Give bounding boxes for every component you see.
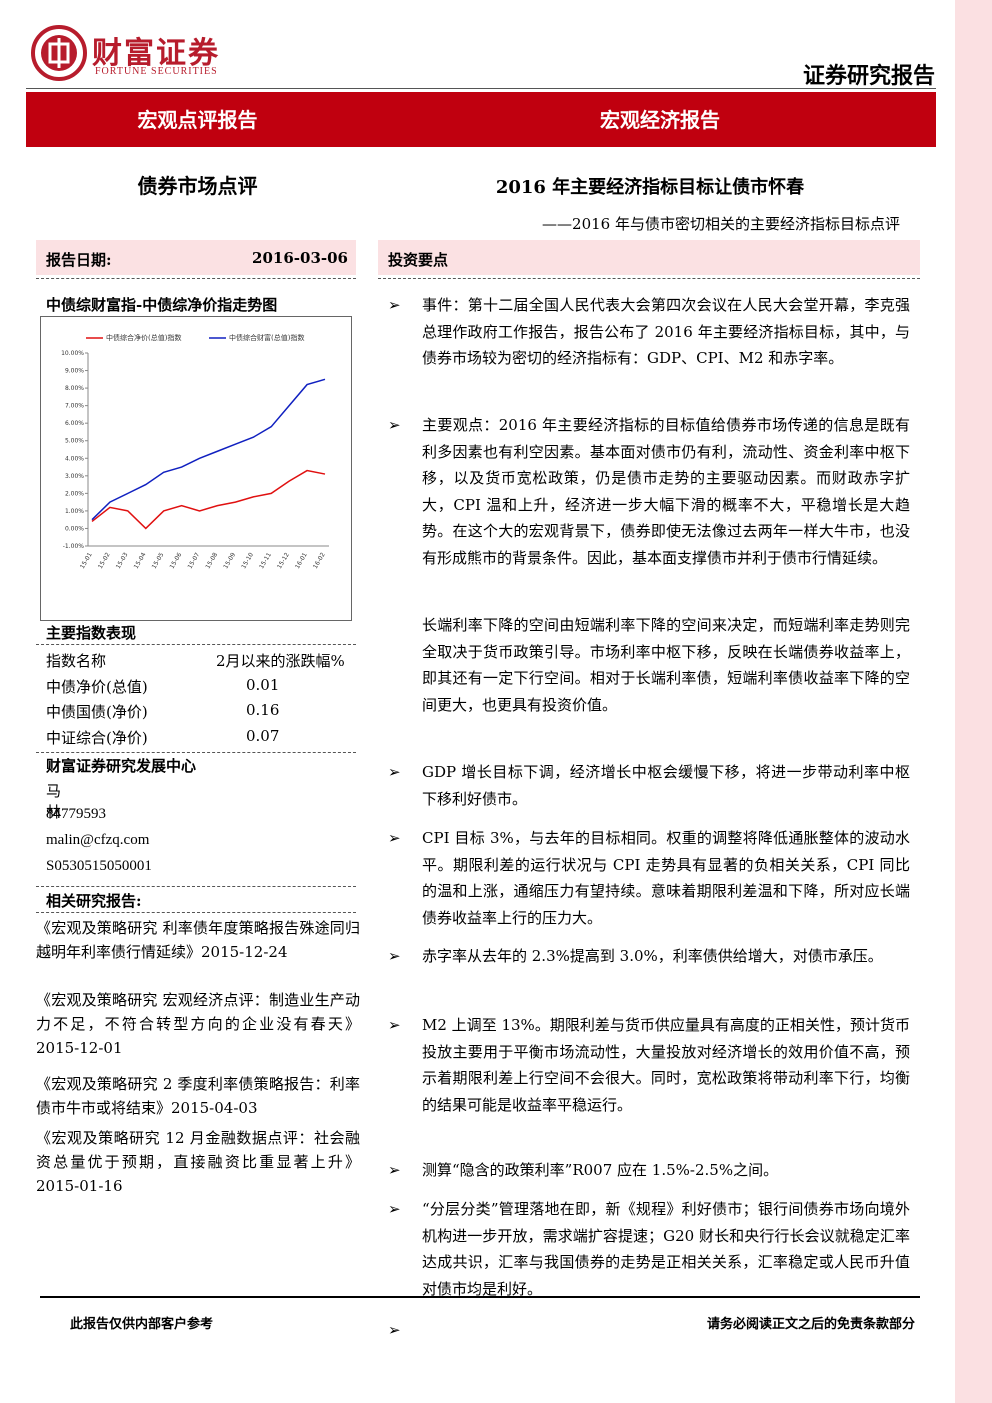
section-title: 主要指数表现 [46, 624, 137, 642]
series-line [91, 469, 326, 530]
divider [36, 278, 356, 279]
x-tick-label: 16-01 [294, 551, 309, 570]
y-tick-label: 7.00% [65, 403, 84, 410]
y-tick-label: 4.00% [65, 455, 84, 462]
team-line: malin@cfzq.com [46, 832, 150, 848]
logo [31, 25, 87, 81]
report-kind: 证券研究报告 [802, 63, 935, 89]
highlight-text: 主要观点：2016 年主要经济指标的目标值给债券市场传递的信息是既有利多因素也有… [422, 416, 910, 567]
x-tick-label: 16-02 [312, 551, 327, 570]
date-row [36, 240, 356, 275]
y-tick-label: -1.00% [63, 543, 85, 550]
team-line: 马林 [46, 784, 62, 821]
related-item: 《宏观及策略研究 宏观经济点评：制造业生产动力不足，不符合转型方向的企业没有春天… [36, 991, 360, 1057]
bullet: ➢ [388, 1016, 401, 1034]
table-cell: 中债净价(总值) [46, 677, 148, 696]
y-tick-label: 2.00% [65, 490, 84, 497]
footer-right: 请务必阅读正文之后的免责条款部分 [706, 1317, 915, 1332]
main-title: 2016 年主要经济指标目标让债市怀春 [495, 177, 805, 198]
x-tick-label: 15-05 [151, 551, 166, 570]
team-line: 84779593 [46, 806, 106, 822]
table-cell: 0.07 [246, 726, 280, 745]
table-cell: 0.16 [246, 701, 280, 719]
x-tick-label: 15-08 [204, 551, 219, 570]
left-title: 债券市场点评 [137, 174, 258, 198]
bullet: ➢ [388, 763, 401, 781]
table-cell: 中证综合(净价) [46, 728, 148, 747]
divider [36, 912, 356, 913]
banner-right: 宏观经济报告 [600, 108, 720, 132]
x-tick-label: 15-11 [258, 551, 273, 570]
x-tick-label: 15-07 [186, 551, 201, 570]
highlight-text: “分层分类”管理落地在即，新《规程》利好债市；银行间债券市场向境外机构进一步开放… [422, 1200, 910, 1298]
rule [26, 88, 936, 89]
highlight-text: 事件：第十二届全国人民代表大会第四次会议在人民大会堂开幕，李克强总理作政府工作报… [422, 296, 910, 367]
y-tick-label: 5.00% [65, 438, 84, 445]
table-cell: 指数名称 [46, 652, 107, 670]
y-tick-label: 9.00% [65, 368, 84, 375]
series-line [91, 378, 326, 521]
chart-title: 中债综财富指-中债综净价指走势图 [46, 296, 278, 314]
bullet: ➢ [388, 296, 401, 314]
x-tick-label: 15-01 [79, 551, 94, 570]
date-value: 2016-03-06 [252, 249, 348, 267]
legend-label: 中债综合财富(总值)指数 [229, 333, 304, 342]
highlights-title: 投资要点 [388, 251, 449, 269]
table-cell: 中债国债(净价) [46, 703, 148, 721]
table-cell: 0.01 [246, 675, 280, 694]
x-tick-label: 15-10 [240, 551, 255, 570]
y-tick-label: 8.00% [65, 385, 84, 392]
y-tick-label: 0.00% [65, 525, 84, 532]
legend-label: 中债综合净价(总值)指数 [106, 333, 181, 342]
subtitle: ——2016 年与债市密切相关的主要经济指标目标点评 [542, 215, 900, 233]
related-title: 相关研究报告: [46, 892, 142, 910]
highlights-head [378, 240, 920, 275]
bullet: ➢ [388, 1161, 401, 1179]
brand: 财富证券 [92, 36, 220, 71]
banner-left: 宏观点评报告 [137, 108, 258, 132]
divider [36, 886, 356, 887]
table-cell: 2月以来的涨跌幅% [216, 652, 345, 670]
highlight-text: M2 上调至 13%。期限利差与货币供应量具有高度的正相关性，预计货币投放主要用… [422, 1016, 910, 1114]
bullet: ➢ [388, 947, 401, 965]
related-item: 《宏观及策略研究 2 季度利率债策略报告：利率债市牛市或将结束》2015-04-… [36, 1075, 360, 1117]
x-tick-label: 15-12 [276, 551, 291, 570]
highlight-text: 长端利率下降的空间由短端利率下降的空间来决定，而短端利率走势则完全取决于货币政策… [422, 616, 910, 714]
highlight-text: 赤字率从去年的 2.3%提高到 3.0%，利率债供给增大，对债市承压。 [422, 947, 883, 965]
divider [378, 278, 920, 279]
bullet: ➢ [388, 1200, 401, 1218]
side-strip [955, 0, 992, 1403]
bullet: ➢ [388, 1321, 401, 1339]
bullet: ➢ [388, 829, 401, 847]
related-item: 《宏观及策略研究 12 月金融数据点评：社会融资总量优于预期，直接融资比重显著上… [36, 1129, 360, 1195]
team-title: 财富证券研究发展中心 [46, 757, 197, 775]
divider [36, 644, 356, 645]
x-tick-label: 15-04 [133, 551, 148, 570]
x-tick-label: 15-09 [222, 551, 237, 570]
y-tick-label: 1.00% [65, 508, 84, 515]
related-item: 《宏观及策略研究 利率债年度策略报告殊途同归 越明年利率债行情延续》2015-1… [36, 919, 360, 961]
x-tick-label: 15-06 [169, 551, 184, 570]
banner [26, 92, 936, 147]
x-tick-label: 15-03 [115, 551, 130, 570]
footer-left: 此报告仅供内部客户参考 [70, 1317, 214, 1332]
y-tick-label: 10.00% [61, 350, 84, 357]
brand-en: FORTUNE SECURITIES [95, 66, 218, 77]
chart: -1.00% 0.00% 1.00% 2.00% 3.00% 4.00% 5.00% 6.00… [40, 316, 352, 621]
divider [36, 752, 356, 753]
highlight-text: 测算“隐含的政策利率”R007 应在 1.5%-2.5%之间。 [422, 1161, 779, 1179]
y-tick-label: 3.00% [65, 473, 84, 480]
highlight-text: CPI 目标 3%，与去年的目标相同。权重的调整将降低通胀整体的波动水平。期限利… [422, 829, 910, 927]
highlight-text: GDP 增长目标下调，经济增长中枢会缓慢下移，将进一步带动利率中枢下移利好债市。 [422, 763, 910, 808]
team-line: S0530515050001 [46, 858, 152, 874]
footer-rule [40, 1296, 920, 1298]
y-tick-label: 6.00% [65, 420, 84, 427]
footer-mask [0, 1297, 955, 1403]
bullet: ➢ [388, 416, 401, 434]
date-label: 报告日期: [46, 251, 112, 269]
x-tick-label: 15-02 [97, 551, 112, 570]
